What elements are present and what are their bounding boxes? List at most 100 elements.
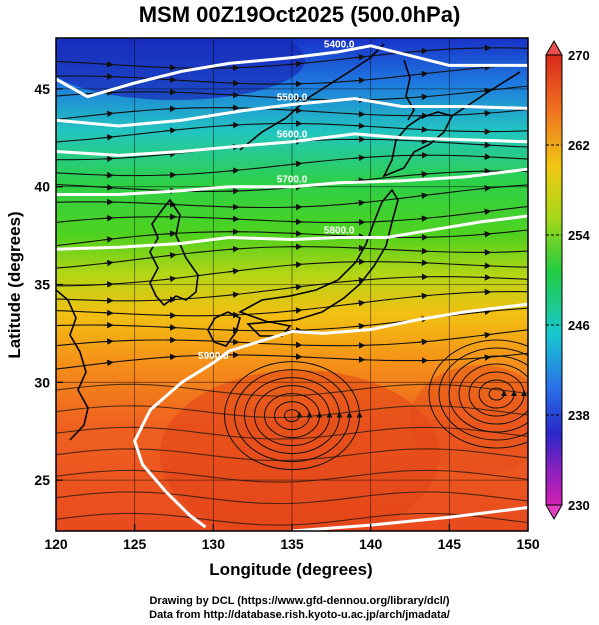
coastline-shikoku	[246, 321, 292, 337]
wind-arrow	[229, 167, 240, 174]
wind-arrow	[103, 281, 114, 288]
contour-label-group: 5400.0 5500.0 5600.0 5700.0 5800.0 5900.0	[198, 40, 355, 362]
coastline-hokkaido	[382, 111, 454, 178]
streamline	[56, 184, 528, 209]
wind-arrow	[354, 77, 366, 84]
colorbar-tick-label: 246	[568, 318, 590, 333]
wind-arrow	[229, 91, 240, 99]
streamline	[56, 154, 528, 177]
contour-label: 5700.0	[277, 175, 308, 186]
wind-arrow	[480, 208, 492, 215]
wind-arrow	[103, 214, 114, 222]
coastline-russia	[239, 43, 385, 151]
x-tick-label: 120	[44, 536, 68, 552]
x-tick-label: 135	[280, 536, 304, 552]
colorbar-min-arrow	[545, 504, 563, 521]
vortex-ring	[438, 347, 528, 441]
wind-arrow	[166, 230, 177, 237]
colorbar-tick-label: 270	[568, 48, 590, 63]
colorbar-tick-label: 238	[568, 408, 590, 423]
wind-arrow	[480, 331, 492, 339]
wind-arrow	[166, 252, 177, 259]
wind-arrow	[354, 53, 366, 61]
wind-arrow	[480, 64, 492, 71]
coastline-korea	[149, 198, 199, 307]
wind-arrow	[417, 171, 429, 178]
map-title: MSM 00Z19Oct2025 (500.0hPa)	[138, 2, 461, 27]
contour-label: 5800.0	[324, 226, 355, 237]
wind-arrow	[229, 268, 240, 275]
y-tick-label: 45	[34, 81, 50, 97]
wind-arrow	[291, 261, 303, 269]
wind-arrow	[103, 134, 114, 141]
x-tick-label: 150	[516, 536, 540, 552]
contour-line	[291, 506, 528, 531]
wind-arrow	[166, 127, 177, 134]
contour-line	[56, 132, 528, 157]
wind-arrow	[229, 245, 240, 253]
streamline	[56, 229, 528, 247]
streamline	[56, 491, 528, 505]
vortex-ring	[448, 355, 528, 433]
wind-arrow	[417, 215, 429, 222]
streamline	[56, 383, 528, 397]
colorbar-ticks: 270 262 254 246 238 230	[546, 48, 590, 513]
x-axis-label: Longitude (degrees)	[209, 560, 372, 579]
wind-arrow	[480, 87, 492, 95]
x-tick-label: 145	[438, 536, 462, 552]
colorbar-tick-label: 262	[568, 138, 590, 153]
streamline	[56, 405, 528, 419]
vortex-group	[224, 339, 528, 471]
wind-arrow	[103, 338, 114, 345]
wind-arrow	[166, 353, 177, 361]
wind-arrow	[166, 150, 177, 158]
wind-arrow	[103, 259, 114, 267]
x-tick-label: 140	[359, 536, 383, 552]
wind-arrow	[103, 61, 114, 68]
wind-arrow	[166, 76, 177, 83]
colorbar-max-arrow	[545, 39, 563, 56]
contour-label: 5500.0	[277, 93, 308, 104]
x-tick-label: 125	[123, 536, 147, 552]
coastline-sakhalin	[403, 59, 415, 121]
wind-arrow	[480, 141, 492, 149]
wind-arrow	[103, 359, 114, 367]
wind-arrow	[417, 126, 429, 133]
contour-line	[56, 44, 528, 99]
wind-arrow	[103, 110, 114, 118]
wind-arrow	[103, 236, 114, 243]
streamline	[56, 426, 528, 440]
wind-arrow	[417, 192, 429, 200]
wind-arrow	[480, 308, 492, 316]
wind-arrow	[354, 122, 366, 130]
y-tick-label: 25	[34, 472, 50, 488]
wind-arrow	[417, 338, 429, 346]
wind-arrow	[291, 283, 303, 291]
contour-line	[56, 97, 528, 128]
x-tick-label: 130	[202, 536, 226, 552]
contour-label: 5900.0	[198, 351, 229, 362]
credit-data: Data from http://database.rish.kyoto-u.a…	[149, 609, 450, 621]
colorbar-tick-label: 254	[568, 228, 590, 243]
streamline	[56, 469, 528, 483]
wind-arrow	[480, 110, 492, 117]
coastline-china-east	[56, 289, 89, 441]
contour-line	[56, 214, 528, 251]
wind-arrow	[229, 291, 240, 299]
wind-arrow	[291, 307, 303, 314]
coastlines	[56, 43, 521, 441]
y-axis-label: Latitude (degrees)	[5, 211, 24, 358]
wind-arrow	[417, 292, 429, 300]
contour-line	[133, 302, 528, 529]
coastline-kyushu	[207, 311, 241, 347]
cold-core-region	[56, 38, 305, 100]
wind-arrow	[354, 199, 366, 207]
y-axis-ticks: 25 30 35 40 45	[34, 81, 63, 488]
streamline	[56, 448, 528, 462]
wind-arrow	[480, 185, 492, 192]
y-tick-label: 30	[34, 374, 50, 390]
height-contours	[56, 44, 528, 531]
wind-arrow	[354, 322, 366, 330]
contour-line	[56, 167, 528, 196]
